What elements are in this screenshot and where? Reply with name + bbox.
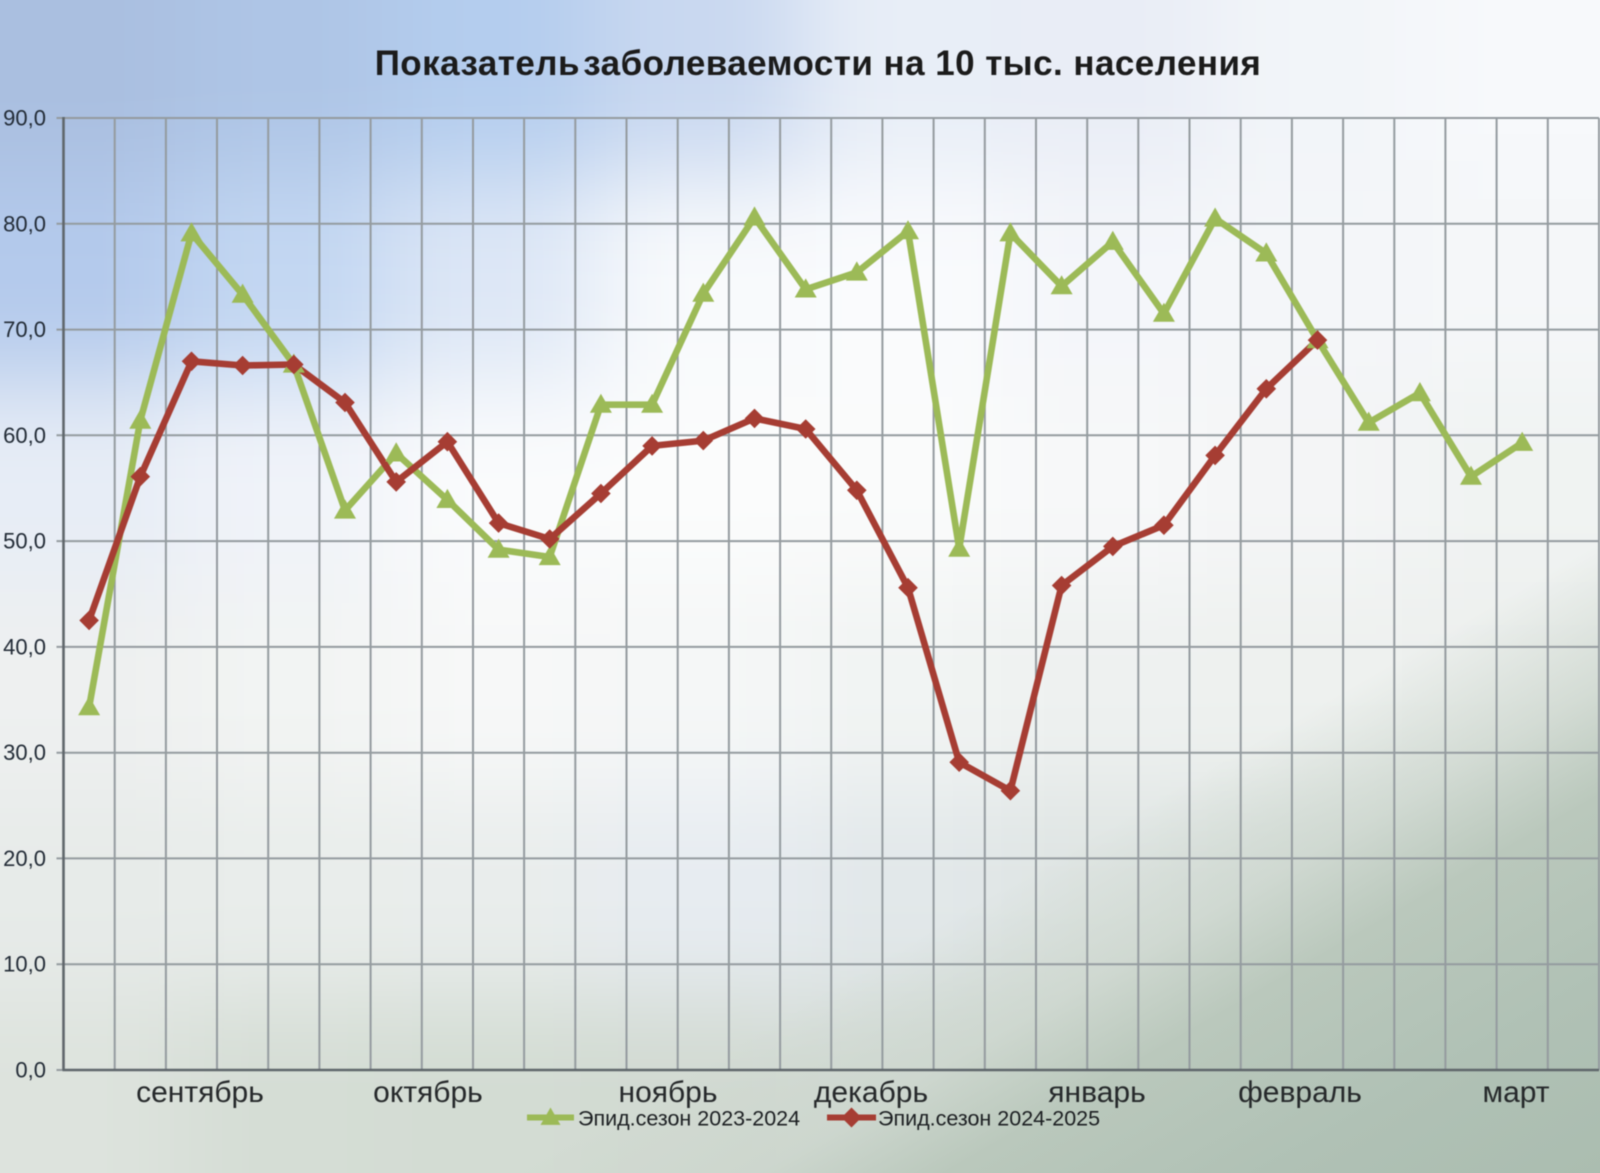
svg-text:40,0: 40,0: [3, 634, 46, 659]
svg-text:октябрь: октябрь: [373, 1076, 483, 1109]
svg-text:декабрь: декабрь: [814, 1076, 928, 1109]
svg-text:90,0: 90,0: [3, 106, 46, 131]
svg-text:январь: январь: [1048, 1076, 1145, 1109]
svg-text:ноябрь: ноябрь: [619, 1076, 718, 1109]
svg-text:март: март: [1482, 1076, 1549, 1109]
svg-text:сентябрь: сентябрь: [136, 1076, 264, 1109]
svg-text:70,0: 70,0: [3, 317, 46, 342]
svg-text:10,0: 10,0: [3, 952, 46, 977]
svg-text:30,0: 30,0: [3, 740, 46, 765]
svg-text:Эпид.сезон 2024-2025: Эпид.сезон 2024-2025: [878, 1107, 1100, 1131]
svg-text:Эпид.сезон 2023-2024: Эпид.сезон 2023-2024: [578, 1107, 800, 1131]
svg-text:80,0: 80,0: [3, 211, 46, 236]
svg-text:0,0: 0,0: [15, 1058, 46, 1083]
svg-text:февраль: февраль: [1238, 1076, 1362, 1109]
svg-text:50,0: 50,0: [3, 529, 46, 554]
svg-text:60,0: 60,0: [3, 423, 46, 448]
svg-text:20,0: 20,0: [3, 846, 46, 871]
